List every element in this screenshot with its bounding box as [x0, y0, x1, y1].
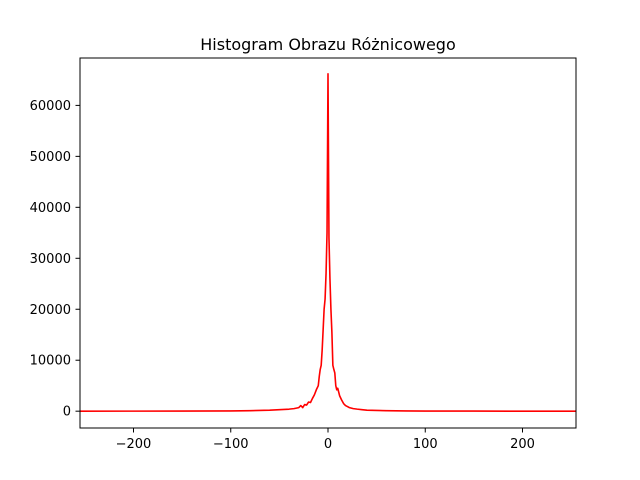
- y-tick-label: 30000: [30, 252, 71, 267]
- y-tick-label: 0: [63, 405, 71, 420]
- y-tick-label: 10000: [30, 354, 71, 369]
- chart-title: Histogram Obrazu Różnicowego: [200, 35, 455, 54]
- x-tick-label: 0: [324, 437, 332, 452]
- x-tick-label: 100: [413, 437, 438, 452]
- x-tick-label: −100: [213, 437, 249, 452]
- series-line-0: [79, 73, 577, 412]
- plot-area: [79, 73, 577, 412]
- x-tick-label: 200: [510, 437, 535, 452]
- y-tick-label: 50000: [30, 150, 71, 165]
- y-tick-label: 60000: [30, 99, 71, 114]
- axes-frame: [79, 57, 577, 429]
- y-tick-label: 20000: [30, 303, 71, 318]
- x-axis: −200 −100 0 100 200: [116, 428, 535, 452]
- y-tick-label: 40000: [30, 201, 71, 216]
- x-tick-label: −200: [116, 437, 152, 452]
- y-axis: 0 10000 20000 30000 40000 50000 60000: [30, 99, 80, 420]
